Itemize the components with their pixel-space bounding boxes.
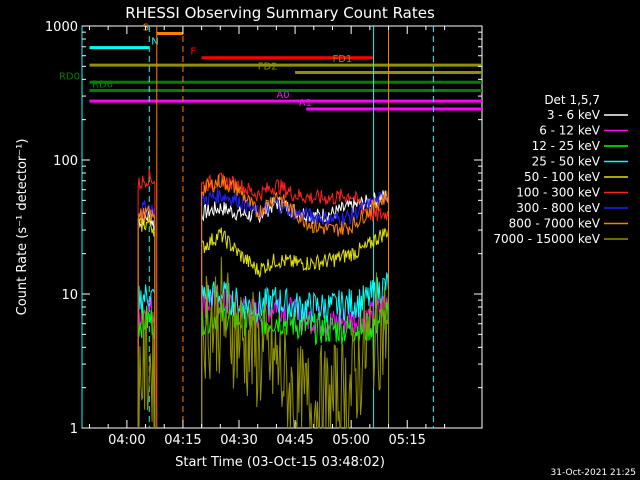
series-line [137,210,156,428]
series-8 [137,256,389,429]
legend-label: 7000 - 15000 keV [493,232,600,246]
series-line [137,311,156,429]
legend-label: 800 - 7000 keV [509,217,601,231]
legend-label: 300 - 800 keV [516,201,600,215]
x-tick-label: 05:15 [388,433,425,448]
legend-label: 25 - 50 keV [532,155,601,169]
y-tick-label: 1 [70,422,78,437]
x-tick-label: 05:00 [332,433,369,448]
legend-label: 6 - 12 keV [539,124,601,138]
x-tick-label: 04:30 [220,433,257,448]
flag-label-a1: A1 [299,98,312,109]
series-3 [137,272,389,428]
series-line [137,284,156,428]
y-axis-label: Count Rate (s⁻¹ detector⁻¹) [15,139,30,316]
legend-label: 100 - 300 keV [516,186,600,200]
flag-label-n: N [151,37,158,48]
x-tick-label: 04:00 [108,433,145,448]
series-line [201,172,389,428]
data-series [137,168,389,429]
legend-label: 50 - 100 keV [524,170,601,184]
tick-labels: 1 10 100 1000 04:00 04:15 04:30 04:45 05:00 05:15 [45,20,483,448]
legend-label: 12 - 25 keV [532,139,601,153]
series-line [201,174,389,428]
series-line [201,187,389,428]
footer-timestamp: 31-Oct-2021 21:25 [551,468,636,478]
chart-title: RHESSI Observing Summary Count Rates [125,4,435,22]
y-tick-label: 1000 [45,20,78,35]
series-line [137,205,156,428]
x-axis-label: Start Time (03-Oct-15 03:48:02) [175,455,385,470]
flag-label-rd0: RD0 [59,71,80,82]
flag-label-fd2: FD2 [258,61,278,72]
x-tick-label: 04:15 [164,433,201,448]
flag-label-a0: A0 [276,90,289,101]
series-7 [137,174,389,428]
series-1 [137,286,389,428]
series-line [201,227,389,428]
y-tick-label: 100 [53,154,78,169]
series-4 [137,216,389,428]
series-line [137,216,156,428]
legend-title: Det 1,5,7 [544,93,600,107]
flag-bars: SNFFD1FD2RD0RD6A0A1 [59,22,482,111]
flag-label-rd6: RD6 [92,80,113,91]
legend-label: 3 - 6 keV [547,108,601,122]
series-5 [137,168,389,428]
series-line [201,256,389,429]
x-tick-label: 04:45 [276,433,313,448]
series-line [201,272,389,428]
flag-label-fd1: FD1 [332,54,352,65]
flag-label-f: F [190,47,196,58]
y-tick-label: 10 [61,288,78,303]
series-line [137,168,156,428]
